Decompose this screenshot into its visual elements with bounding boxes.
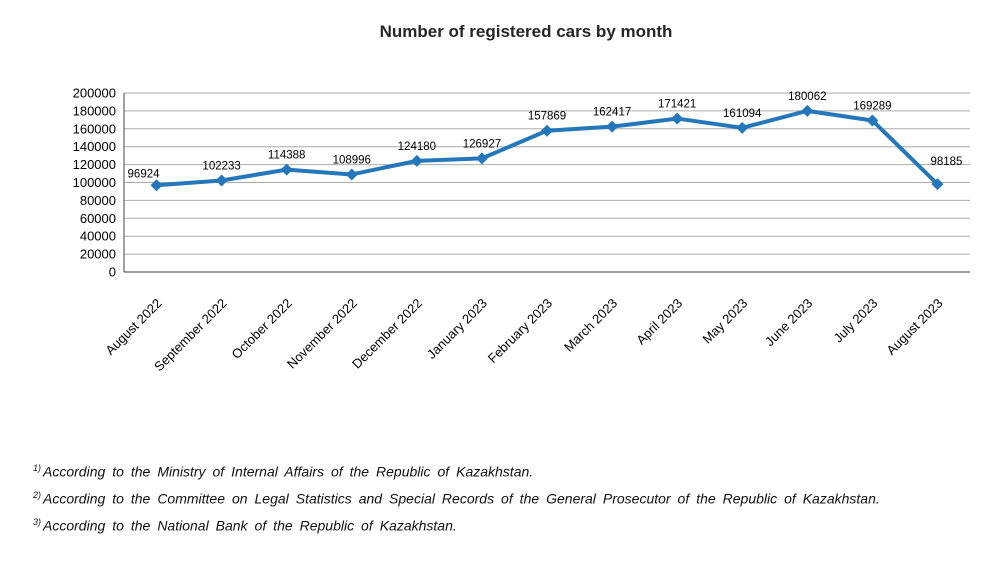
y-tick-label: 100000 xyxy=(73,175,116,190)
x-tick-label: July 2023 xyxy=(831,296,881,346)
data-label: 157869 xyxy=(528,111,566,123)
footnote-2-text: According to the Committee on Legal Stat… xyxy=(43,490,880,507)
data-label: 98185 xyxy=(930,156,962,168)
line-chart: 0 20000 40000 60000 80000 100000 120000 140000 1… xyxy=(73,86,970,374)
footnote-1-marker: 1) xyxy=(33,463,42,473)
data-point-marker xyxy=(475,152,488,165)
x-tick-label: April 2023 xyxy=(633,296,685,348)
data-point-marker xyxy=(671,112,684,125)
chart-title: Number of registered cars by month xyxy=(379,22,673,41)
data-label: 171421 xyxy=(658,99,696,111)
data-point-marker xyxy=(931,178,944,191)
y-tick-label: 120000 xyxy=(73,157,116,172)
data-label: 180062 xyxy=(788,91,826,103)
y-tick-label: 140000 xyxy=(73,139,116,154)
data-point-marker xyxy=(410,154,423,167)
data-point-marker xyxy=(345,168,358,181)
data-label: 102233 xyxy=(202,161,240,173)
data-point-marker xyxy=(280,163,293,176)
footnote-3-marker: 3) xyxy=(33,517,42,528)
data-point-marker xyxy=(150,179,163,192)
y-tick-label: 180000 xyxy=(73,103,116,118)
data-label: 124180 xyxy=(398,141,436,153)
y-tick-label: 200000 xyxy=(73,86,116,101)
footnote-1-text: According to the Ministry of Internal Af… xyxy=(43,463,534,480)
data-point-marker xyxy=(866,114,879,127)
data-label: 126927 xyxy=(463,138,501,150)
y-tick-label: 20000 xyxy=(80,247,116,262)
data-label: 114388 xyxy=(268,150,306,162)
footnote-3: 3) According to the National Bank of the … xyxy=(33,514,880,535)
data-label: 108996 xyxy=(333,154,371,166)
y-tick-label: 60000 xyxy=(80,211,116,226)
x-tick-label: May 2023 xyxy=(699,296,750,347)
data-point-marker xyxy=(541,124,553,137)
x-tick-label: February 2023 xyxy=(485,296,555,366)
footnote-2-marker: 2) xyxy=(33,490,42,501)
footnote-1: 1) According to the Ministry of Internal … xyxy=(33,460,880,481)
y-tick-label: 0 xyxy=(109,265,116,280)
data-label: 96924 xyxy=(128,168,161,180)
y-tick-label: 80000 xyxy=(80,193,116,208)
data-label: 162417 xyxy=(593,107,631,119)
footnote-3-text: According to the National Bank of the Re… xyxy=(43,517,457,534)
data-point-marker xyxy=(736,121,749,134)
y-tick-label: 40000 xyxy=(80,229,116,244)
x-tick-label: June 2023 xyxy=(762,296,816,350)
x-tick-label: August 2023 xyxy=(883,296,945,358)
data-point-marker xyxy=(801,104,814,117)
x-tick-label: August 2022 xyxy=(102,296,164,358)
y-tick-label: 160000 xyxy=(73,121,116,136)
footnote-2: 2) According to the Committee on Legal St… xyxy=(33,487,880,508)
footnotes: 1) According to the Ministry of Internal … xyxy=(33,460,880,541)
data-label: 169289 xyxy=(853,100,891,112)
x-tick-label: March 2023 xyxy=(561,296,620,355)
data-point-marker xyxy=(215,174,228,187)
data-label: 161094 xyxy=(723,108,762,120)
x-tick-label: October 2022 xyxy=(229,296,295,362)
x-tick-label: December 2022 xyxy=(349,296,425,372)
x-tick-label: January 2023 xyxy=(424,296,490,362)
data-point-marker xyxy=(606,120,619,133)
